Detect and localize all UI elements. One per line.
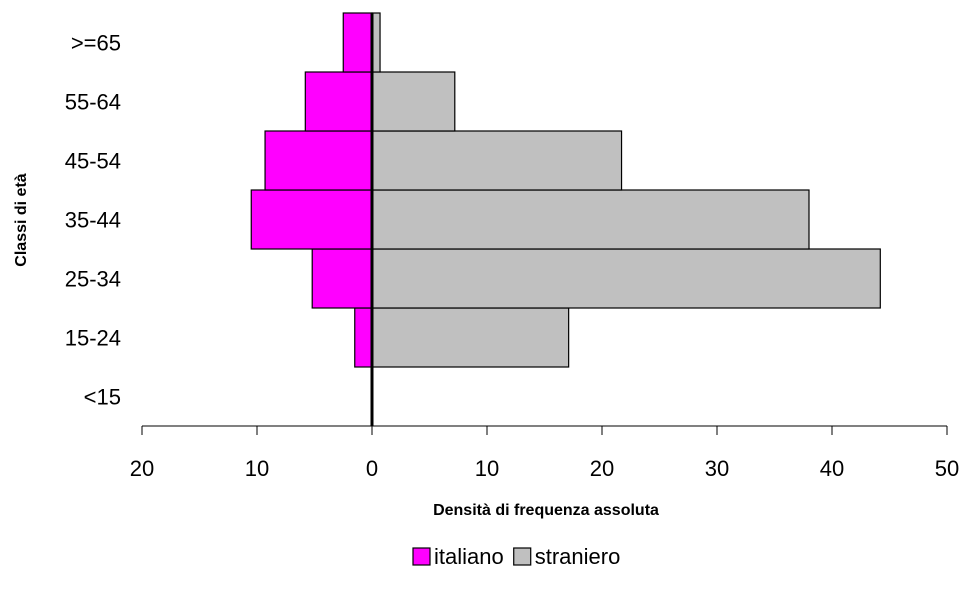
y-tick-label: 25-34 — [65, 267, 121, 292]
bar-straniero-5564 — [371, 71, 456, 132]
x-tick-label: 0 — [366, 456, 378, 481]
y-tick-label: >=65 — [71, 31, 121, 56]
legend-swatch-straniero — [513, 547, 532, 566]
x-axis: 20 10 0 10 20 30 40 50 — [130, 425, 959, 481]
bar-straniero-3544 — [371, 189, 810, 250]
x-tick-label: 40 — [820, 456, 844, 481]
x-tick-label: 10 — [245, 456, 269, 481]
bar-straniero-4554 — [371, 130, 623, 191]
x-tick-label: 20 — [130, 456, 154, 481]
y-axis-title: Classi di età — [13, 173, 30, 266]
bar-italiano-3544 — [250, 189, 373, 250]
bar-italiano-5564 — [304, 71, 373, 132]
y-tick-label: 55-64 — [65, 90, 121, 115]
y-tick-label: 15-24 — [65, 326, 121, 351]
x-tick-label: 50 — [935, 456, 959, 481]
bar-italiano-1524 — [354, 307, 373, 368]
bar-italiano-65 — [342, 12, 373, 73]
bar-straniero-1524 — [371, 307, 570, 368]
x-tick-label: 10 — [475, 456, 499, 481]
legend-label-italiano: italiano — [434, 544, 504, 569]
y-tick-label: <15 — [84, 385, 121, 410]
bar-italiano-2534 — [311, 248, 373, 309]
legend-label-straniero: straniero — [535, 544, 621, 569]
x-tick-label: 20 — [590, 456, 614, 481]
bars-group — [250, 12, 881, 426]
bar-straniero-2534 — [371, 248, 881, 309]
bar-italiano-4554 — [264, 130, 373, 191]
y-tick-label: 35-44 — [65, 208, 121, 233]
legend-swatch-italiano — [412, 547, 431, 566]
y-axis: <15 15-24 25-34 35-44 45-54 55-64 >=65 — [65, 31, 121, 410]
x-tick-label: 30 — [705, 456, 729, 481]
y-tick-label: 45-54 — [65, 149, 121, 174]
x-axis-title: Densità di frequenza assoluta — [433, 502, 659, 519]
legend: italiano straniero — [412, 544, 621, 569]
